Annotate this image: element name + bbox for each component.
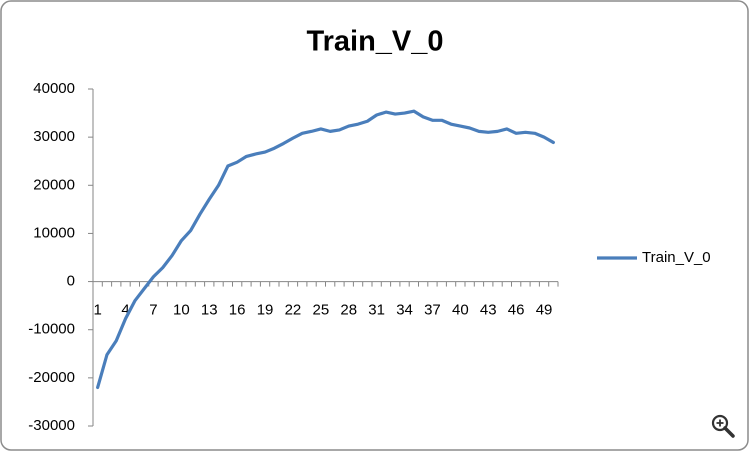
y-tick-label: 40000 <box>33 80 75 97</box>
x-tick-label: 43 <box>480 302 497 319</box>
y-tick-label: -10000 <box>28 321 75 338</box>
x-tick-label: 25 <box>313 302 330 319</box>
y-tick-label: 30000 <box>33 128 75 145</box>
x-tick-label: 46 <box>508 302 525 319</box>
zoom-handle <box>723 426 735 438</box>
chart-title: Train_V_0 <box>306 26 443 58</box>
x-tick-label: 37 <box>424 302 441 319</box>
x-tick-label: 19 <box>257 302 274 319</box>
x-tick-label: 10 <box>173 302 190 319</box>
data-line <box>96 109 555 390</box>
x-tick-label: 1 <box>93 302 101 319</box>
y-tick-label: -20000 <box>28 369 75 386</box>
zoom-icon[interactable] <box>711 414 735 438</box>
x-tick-label: 7 <box>149 302 157 319</box>
x-tick-label: 22 <box>285 302 302 319</box>
y-tick-label: 0 <box>67 273 75 290</box>
x-tick-label: 13 <box>201 302 218 319</box>
y-tick-label: 20000 <box>33 176 75 193</box>
x-tick-label: 28 <box>340 302 357 319</box>
x-tick-label: 31 <box>368 302 385 319</box>
x-tick-label: 34 <box>396 302 413 319</box>
y-tick-label: 10000 <box>33 224 75 241</box>
x-tick-label: 4 <box>121 302 129 319</box>
legend-label: Train_V_0 <box>642 249 711 266</box>
x-tick-label: 16 <box>229 302 246 319</box>
y-tick-label: -30000 <box>28 417 75 434</box>
x-tick-label: 40 <box>452 302 469 319</box>
x-tick-label: 49 <box>536 302 553 319</box>
